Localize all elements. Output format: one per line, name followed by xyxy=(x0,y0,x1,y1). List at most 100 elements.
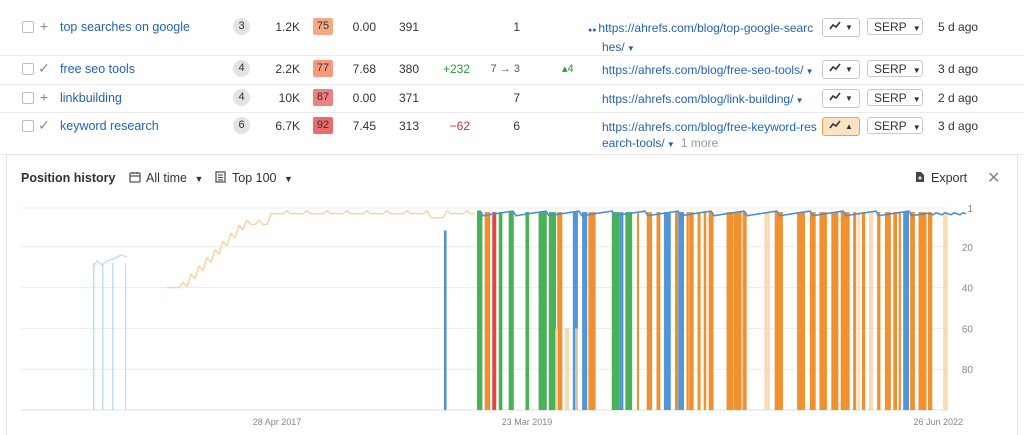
history-bar xyxy=(877,212,881,410)
last-update-date: 2 d ago xyxy=(938,91,979,105)
url-text: https://ahrefs.com/blog/link-building/ xyxy=(602,92,794,106)
chevron-down-icon[interactable]: ▼ xyxy=(664,140,675,149)
history-bar xyxy=(444,230,447,410)
plus-icon[interactable]: + xyxy=(39,89,49,105)
row-checkbox[interactable] xyxy=(22,120,34,132)
x-axis-labels: 28 Apr 2017 23 Mar 2019 26 Jun 2022 xyxy=(253,417,963,427)
cpc-value: 0.00 xyxy=(352,20,376,34)
trend-line-icon xyxy=(829,92,841,101)
table-row: + top searches on google 3 1.2K 75 0.00 391 1 ●●… xyxy=(0,0,1024,56)
last-update-date: 5 d ago xyxy=(938,20,979,34)
x-tick-label: 23 Mar 2019 xyxy=(502,417,553,427)
history-bar xyxy=(840,212,850,410)
history-bar xyxy=(678,212,684,410)
plus-icon[interactable]: + xyxy=(39,18,49,34)
history-bar xyxy=(477,212,483,410)
history-bar xyxy=(774,212,783,410)
url-text: https://ahrefs.com/blog/top-google-searc xyxy=(598,21,814,35)
traffic-value: 371 xyxy=(398,91,419,105)
history-bar xyxy=(582,212,588,410)
url-link[interactable]: https://ahrefs.com/blog/link-building/ ▼ xyxy=(602,91,804,109)
trend-line-icon xyxy=(829,21,841,30)
history-bar xyxy=(663,212,671,410)
chart-grid xyxy=(21,207,947,411)
history-bar xyxy=(910,212,915,410)
position-value: 7 → 3 xyxy=(490,63,520,75)
history-bar xyxy=(831,212,839,410)
graph-toggle-button[interactable]: ▼ xyxy=(822,89,860,108)
history-bar xyxy=(508,212,514,410)
chevron-down-icon[interactable]: ▼ xyxy=(803,67,814,76)
kd-badge: 4 xyxy=(233,89,250,106)
traffic-change: +232 xyxy=(442,62,470,76)
chevron-down-icon[interactable]: ▼ xyxy=(793,96,804,105)
history-bar xyxy=(893,212,898,410)
date-range-dropdown[interactable]: All time ▼ xyxy=(129,171,203,185)
position-history-panel: Position history All time ▼ Top 100 ▼ Ex… xyxy=(6,154,1018,435)
keyword-table: + top searches on google 3 1.2K 75 0.00 391 1 ●●… xyxy=(0,0,1024,155)
history-bar xyxy=(903,212,910,410)
cpc-value: 7.68 xyxy=(352,62,376,76)
check-icon[interactable]: ✓ xyxy=(38,117,50,133)
calendar-icon xyxy=(129,172,141,183)
chevron-down-icon[interactable]: ▼ xyxy=(624,44,635,53)
chevron-down-icon: ▼ xyxy=(283,174,293,184)
history-bar xyxy=(898,212,901,410)
chevron-down-icon: ▼ xyxy=(912,95,921,104)
chart-bars xyxy=(93,212,948,410)
row-checkbox[interactable] xyxy=(22,21,34,33)
url-link[interactable]: ●● https://ahrefs.com/blog/top-google-se… xyxy=(588,20,813,57)
url-link[interactable]: https://ahrefs.com/blog/free-seo-tools/ … xyxy=(602,62,814,80)
row-checkbox[interactable] xyxy=(22,63,34,75)
history-bar xyxy=(656,212,661,410)
keyword-link[interactable]: linkbuilding xyxy=(60,91,122,105)
trend-line-icon xyxy=(829,63,841,72)
position-value: 1 xyxy=(513,20,520,34)
history-bar xyxy=(819,212,827,410)
serp-dropdown[interactable]: SERP ▼ xyxy=(867,18,923,35)
history-bar xyxy=(565,328,569,410)
history-bar xyxy=(868,212,874,410)
history-bar xyxy=(884,212,891,410)
volume-value: 2.2K xyxy=(275,62,300,76)
history-bar xyxy=(498,212,503,410)
serp-dropdown[interactable]: SERP ▼ xyxy=(867,117,923,134)
export-button[interactable]: Export xyxy=(915,171,967,185)
graph-toggle-button[interactable]: ▼ xyxy=(822,60,860,79)
serp-features-icon: ●● xyxy=(588,27,599,34)
traffic-value: 313 xyxy=(398,119,419,133)
history-bar xyxy=(918,212,927,410)
top-filter-dropdown[interactable]: Top 100 ▼ xyxy=(215,171,293,185)
history-bar xyxy=(492,212,497,410)
row-checkbox[interactable] xyxy=(22,92,34,104)
serp-dropdown[interactable]: SERP ▼ xyxy=(867,89,923,106)
graph-toggle-button[interactable]: ▼ xyxy=(822,18,860,37)
series-line xyxy=(476,210,967,217)
chevron-down-icon: ▼ xyxy=(194,174,204,184)
graph-toggle-button[interactable]: ▲ xyxy=(822,117,860,136)
kd-score-badge: 92 xyxy=(313,117,333,134)
close-icon[interactable]: ✕ xyxy=(987,170,1001,187)
history-bar xyxy=(742,212,747,410)
check-icon[interactable]: ✓ xyxy=(38,60,50,76)
more-urls-link[interactable]: 1 more xyxy=(680,136,719,150)
top-filter-label: Top 100 xyxy=(232,171,277,185)
file-export-icon xyxy=(916,172,924,182)
serp-dropdown[interactable]: SERP ▼ xyxy=(867,60,923,77)
keyword-link[interactable]: free seo tools xyxy=(60,62,136,76)
series-line xyxy=(167,209,475,289)
history-bar xyxy=(125,263,127,410)
x-tick-label: 28 Apr 2017 xyxy=(253,417,302,427)
url-link[interactable]: https://ahrefs.com/blog/free-keyword-res… xyxy=(602,119,817,153)
keyword-link[interactable]: keyword research xyxy=(60,119,159,133)
y-tick-label: 1 xyxy=(967,204,973,215)
url-text: https://ahrefs.com/blog/free-keyword-res xyxy=(602,120,817,134)
table-row: ✓ free seo tools 4 2.2K 77 7.68 380 +232 7 → 3 ▴4… xyxy=(0,56,1024,85)
history-bar xyxy=(764,212,770,410)
chevron-down-icon: ▼ xyxy=(912,123,921,132)
keyword-link[interactable]: top searches on google xyxy=(60,20,190,34)
history-bar xyxy=(484,212,491,410)
history-bar xyxy=(703,212,707,410)
history-bar xyxy=(611,212,620,410)
history-bar xyxy=(927,212,933,410)
